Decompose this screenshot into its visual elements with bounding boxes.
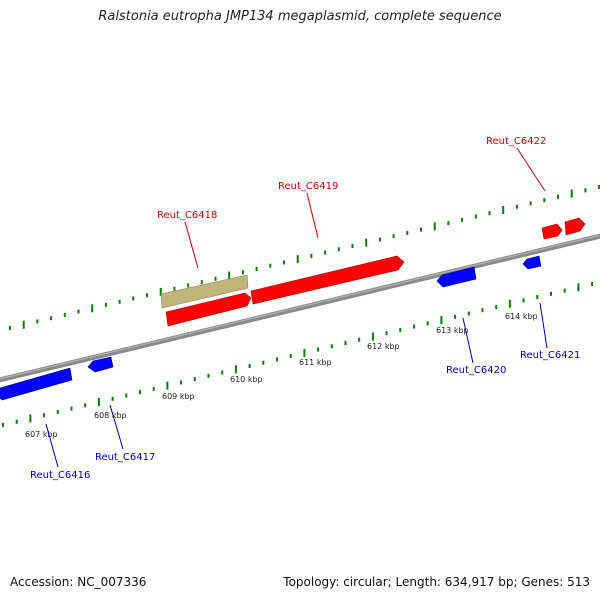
sequence-backbone <box>0 233 600 383</box>
gene-label-Reut_C6422[interactable]: Reut_C6422 <box>486 136 546 147</box>
scale-label-track: 607 kbp 608 kbp 609 kbp 610 kbp 611 kbp … <box>25 312 538 439</box>
upper-tick-track <box>9 185 600 330</box>
feature-track <box>0 217 586 401</box>
gene-label-track: Reut_C6418 Reut_C6419 Reut_C6422 Reut_C6… <box>30 136 580 481</box>
gene-label-Reut_C6418[interactable]: Reut_C6418 <box>157 210 217 221</box>
gene-Reut_C6422-b[interactable] <box>564 217 586 236</box>
gene-label-Reut_C6420[interactable]: Reut_C6420 <box>446 365 506 376</box>
gene-label-Reut_C6417[interactable]: Reut_C6417 <box>95 452 155 463</box>
leader-Reut_C6420 <box>462 317 474 364</box>
gene-Reut_C6417[interactable] <box>87 356 114 373</box>
gene-Reut_C6422-a[interactable] <box>541 223 563 240</box>
scale-label: 614 kbp <box>505 312 538 321</box>
leader-Reut_C6417 <box>109 404 124 450</box>
gene-Reut_C6418[interactable] <box>165 292 252 327</box>
scale-label: 609 kbp <box>162 392 195 401</box>
label-leader-lines <box>45 147 548 468</box>
topology-summary-text: Topology: circular; Length: 634,917 bp; … <box>283 575 590 589</box>
sequence-backbone-highlight <box>0 234 600 380</box>
scale-label: 607 kbp <box>25 430 58 439</box>
lower-tick-track <box>2 282 594 427</box>
gene-label-Reut_C6421[interactable]: Reut_C6421 <box>520 350 580 361</box>
scale-label: 610 kbp <box>230 375 263 384</box>
gene-Reut_C6421[interactable] <box>522 255 542 270</box>
map-title: Ralstonia eutropha JMP134 megaplasmid, c… <box>98 9 502 24</box>
gene-Reut_C6419[interactable] <box>250 255 405 305</box>
scale-label: 608 kbp <box>94 411 127 420</box>
scale-label: 613 kbp <box>436 326 469 335</box>
leader-Reut_C6419 <box>306 192 319 239</box>
gene-Reut_C6416[interactable] <box>0 367 73 401</box>
leader-Reut_C6422 <box>516 147 546 192</box>
gene-label-Reut_C6419[interactable]: Reut_C6419 <box>278 181 338 192</box>
gene-label-Reut_C6416[interactable]: Reut_C6416 <box>30 470 90 481</box>
scale-label: 612 kbp <box>367 342 400 351</box>
feature-Reut_C6418-other[interactable] <box>160 274 249 309</box>
leader-Reut_C6421 <box>539 302 548 349</box>
accession-text: Accession: NC_007336 <box>10 575 147 589</box>
scale-label: 611 kbp <box>299 358 332 367</box>
leader-Reut_C6416 <box>45 423 59 468</box>
gene-Reut_C6420[interactable] <box>436 266 477 288</box>
leader-Reut_C6418 <box>184 221 199 269</box>
